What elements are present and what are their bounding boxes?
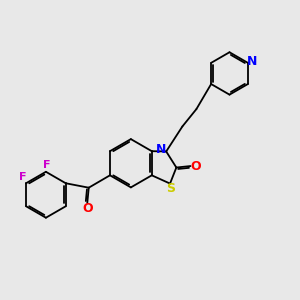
Text: N: N — [247, 55, 257, 68]
Text: O: O — [190, 160, 200, 172]
Text: S: S — [167, 182, 176, 195]
Text: F: F — [43, 160, 50, 170]
Text: O: O — [82, 202, 93, 215]
Text: N: N — [156, 142, 166, 156]
Text: F: F — [19, 172, 26, 182]
